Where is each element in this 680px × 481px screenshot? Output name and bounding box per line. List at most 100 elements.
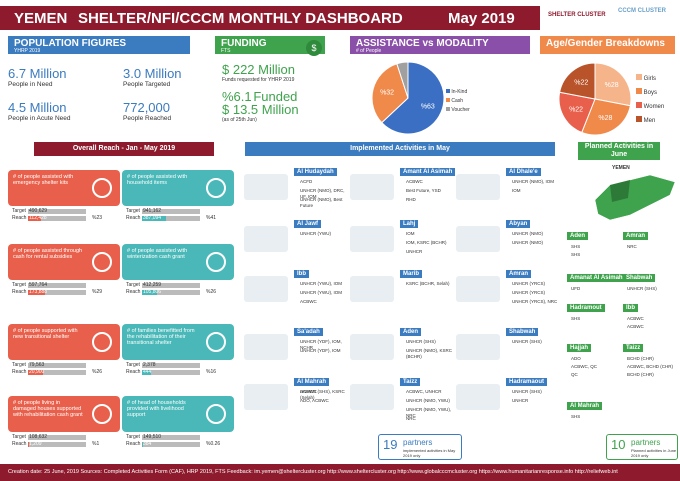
pie-label: %32 [380,90,394,97]
planned-region-title: Al Mahrah [567,402,603,410]
row-label: Target [126,434,140,440]
reach-percent: %29 [92,289,103,295]
pie-label: %22 [569,106,583,113]
row-label: Reach [12,215,27,221]
reach-card: # of people assisted through cash for re… [8,244,120,280]
region-map [456,226,500,252]
pie-label: %28 [605,82,619,89]
bar-track [142,283,200,288]
reach-card-label: # of people living in damaged houses sup… [13,400,83,418]
bar-track [28,290,86,295]
partner-entry: ACBWC [300,389,317,394]
activity-icon [92,332,112,352]
activity-icon [206,252,226,272]
planned-partner-entry: QC [571,372,578,377]
row-label: Target [126,362,140,368]
planned-partner-entry: UNHCR (SHS) [627,286,657,291]
bar-track [28,283,86,288]
region-title: Ibb [294,270,309,278]
region-title: Amran [506,270,532,278]
planned-partner-entry: ACBWC [627,324,644,329]
bar-track [28,435,86,440]
people-reached: 772,000 People Reached [123,100,172,122]
reach-card-label: # of head of households provided with li… [127,400,186,418]
region-title: Marib [400,270,423,278]
planned-region-title: Hajjah [567,344,592,352]
bar-track [28,363,86,368]
partner-entry: UNHCR (YWU), IOM [300,281,342,286]
region-title: Taizz [400,378,421,386]
row-value: 387,094 [143,215,162,221]
region-map [244,174,288,200]
region-map [350,174,394,200]
region-title: Amant Al Asimah [400,168,456,176]
bar-fill [28,442,29,447]
reach-card: # of people assisted with household item… [122,170,234,206]
planned-header: Planned Activities in June [578,142,660,160]
planned-partner-entry: NRC [627,244,637,249]
region-map [350,384,394,410]
row-value: 105,806 [143,289,162,295]
planned-region-title: Aden [567,232,588,240]
funding-header: FUNDING FTS [215,36,325,54]
planned-region-title: Taizz [623,344,644,352]
region-title: Aden [400,328,421,336]
partner-entry: UNHCR (NMO) [512,231,543,236]
region-map [350,276,394,302]
funding-panel: $ 222 Million Funds requested for YHRP 2… [222,62,332,123]
row-value: 173,888 [29,289,48,295]
assistance-pie-chart: %63 %32 [371,61,445,135]
pie-slice [371,63,409,124]
planned-region-title: Amran [623,232,649,240]
bar-track [28,442,86,447]
population-panel: 6.7 Million People in Need 3.0 Million Peo… [8,58,208,140]
activity-icon [206,404,226,424]
planned-partner-entry: SHS [571,316,581,321]
region-title: Lahj [400,220,419,228]
implemented-partners-box: 19 partners implemented activities in Ma… [378,434,462,460]
planned-region-title: Amanat Al Asimah [567,274,626,282]
pie-label: %63 [421,104,435,111]
reach-card-label: # of people assisted with emergency shel… [13,174,74,186]
region-title: Al Hudaydah [294,168,337,176]
bar-track [142,363,200,368]
row-value: 112,428 [29,215,47,221]
yemen-planned-map [594,174,676,221]
partner-entry: ADO, ACBWC [300,398,329,403]
row-value: 20,900 [29,369,45,375]
partner-entry: UNHCR (SHS) [512,339,542,344]
planned-partner-entry: ACBWC [627,316,644,321]
row-label: Reach [12,369,27,375]
region-map [350,334,394,360]
bar-fill [142,370,152,375]
reach-percent: %23 [92,215,103,221]
planned-region-title: Hadramout [567,304,605,312]
header-banner: YEMEN SHELTER/NFI/CCCM MONTHLY DASHBOARD… [0,6,540,30]
planned-regions: Aden SHS SHS Amran NRC Amanat Al Asimah UFD Sha… [565,232,680,432]
region-title: Al Jawf [294,220,322,228]
reach-card: # of people assisted with winterization … [122,244,234,280]
region-map [244,276,288,302]
region-title: Al Dhale'e [506,168,541,176]
partner-entry: UNHCR (YRCS) [512,290,545,295]
row-value: 2,378 [143,362,156,368]
header: YEMEN SHELTER/NFI/CCCM MONTHLY DASHBOARD… [0,0,680,34]
bar-track [28,209,86,214]
row-label: Reach [126,369,141,375]
partner-entry: UNHCR (NMO), Best Future [300,197,343,208]
bar-fill [28,370,44,375]
assistance-header: ASSISTANCE vs MODALITY # of People [350,36,530,54]
partner-entry: UNHCR (NMO), DRC, UF, IOM [300,188,345,199]
region-title: Hadramaout [506,378,548,386]
planned-region-title: Shabwah [623,274,656,282]
reach-percent: %41 [206,215,217,221]
partner-entry: IOM [512,188,521,193]
population-header: POPULATION FIGURES YHRP 2019 [8,36,190,54]
bar-fill [142,442,143,447]
bar-track [142,209,200,214]
age-gender-legend: Girls Boys Women Men [636,72,664,128]
region-map [244,334,288,360]
partner-entry: UNHCR (SHS) [406,339,436,344]
reach-card: # of people living in damaged houses sup… [8,396,120,432]
partner-entry: KSRC (BCHR, Selah) [406,281,450,286]
